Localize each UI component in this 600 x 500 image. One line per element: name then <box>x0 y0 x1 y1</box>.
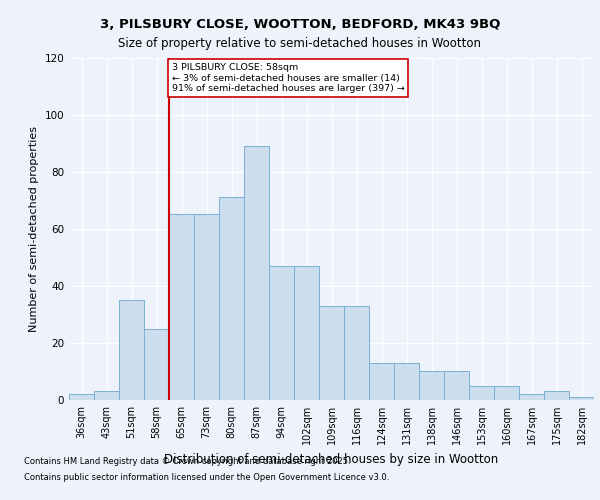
Bar <box>369 363 394 400</box>
Bar <box>294 266 319 400</box>
Bar <box>94 392 119 400</box>
Text: 3, PILSBURY CLOSE, WOOTTON, BEDFORD, MK43 9BQ: 3, PILSBURY CLOSE, WOOTTON, BEDFORD, MK4… <box>100 18 500 30</box>
Bar <box>519 394 544 400</box>
Bar <box>244 146 269 400</box>
Bar <box>169 214 194 400</box>
Bar <box>69 394 94 400</box>
Bar <box>269 266 294 400</box>
Text: Contains public sector information licensed under the Open Government Licence v3: Contains public sector information licen… <box>24 472 389 482</box>
Bar <box>494 386 519 400</box>
Text: Size of property relative to semi-detached houses in Wootton: Size of property relative to semi-detach… <box>119 38 482 51</box>
Bar <box>344 306 369 400</box>
Bar <box>319 306 344 400</box>
Bar <box>119 300 144 400</box>
Bar <box>544 392 569 400</box>
Bar <box>419 372 444 400</box>
Bar <box>444 372 469 400</box>
Bar <box>569 397 594 400</box>
Bar <box>469 386 494 400</box>
Y-axis label: Number of semi-detached properties: Number of semi-detached properties <box>29 126 39 332</box>
Bar <box>194 214 219 400</box>
Text: 3 PILSBURY CLOSE: 58sqm
← 3% of semi-detached houses are smaller (14)
91% of sem: 3 PILSBURY CLOSE: 58sqm ← 3% of semi-det… <box>172 63 404 93</box>
Bar <box>144 328 169 400</box>
X-axis label: Distribution of semi-detached houses by size in Wootton: Distribution of semi-detached houses by … <box>164 452 499 466</box>
Bar <box>394 363 419 400</box>
Text: Contains HM Land Registry data © Crown copyright and database right 2025.: Contains HM Land Registry data © Crown c… <box>24 458 350 466</box>
Bar <box>219 198 244 400</box>
